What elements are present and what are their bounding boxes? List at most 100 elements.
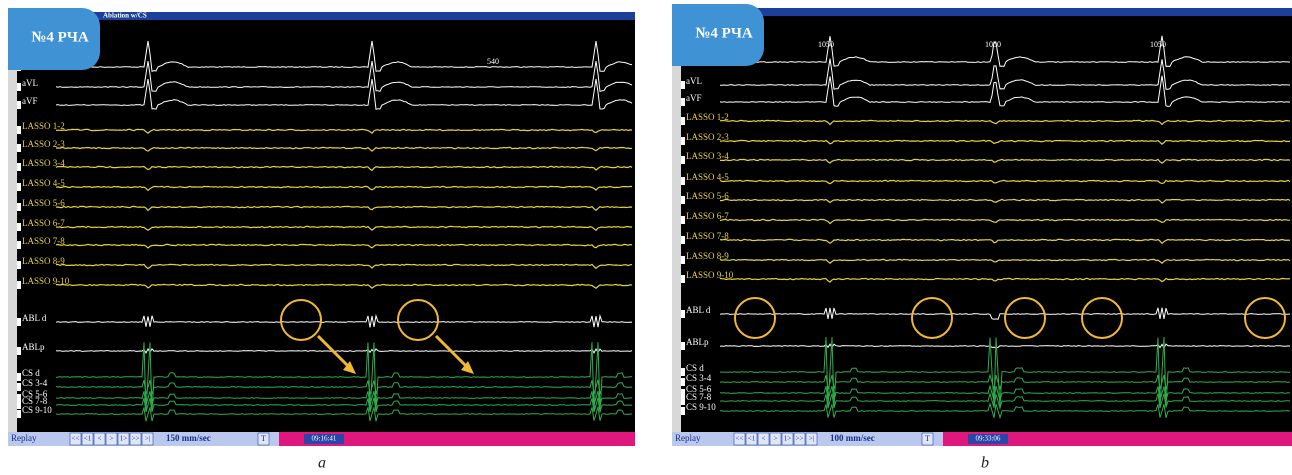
channel-label: LASSO 4-5 bbox=[686, 172, 729, 182]
cycle-length: 1050 bbox=[1150, 40, 1166, 49]
extra-button-label: T bbox=[925, 434, 930, 443]
nav-button-label: < bbox=[98, 435, 102, 443]
nav-button-label: <1 bbox=[84, 435, 92, 443]
figure: Ablation w/CSIIIaVLaVFLASSO 1-2LASSO 2-3… bbox=[0, 0, 1292, 475]
channel-handle bbox=[681, 98, 685, 106]
time: 09:16:41 bbox=[312, 435, 337, 443]
nav-button-label: >> bbox=[796, 435, 804, 443]
channel-label: LASSO 1-2 bbox=[22, 121, 65, 131]
channel-label: LASSO 3-4 bbox=[686, 151, 729, 161]
channel-label: CS d bbox=[686, 363, 704, 373]
channel-handle bbox=[681, 156, 685, 164]
channel-handle bbox=[681, 378, 685, 386]
channel-handle bbox=[681, 117, 685, 125]
channel-handle bbox=[17, 394, 21, 402]
channel-handle bbox=[17, 383, 21, 391]
channel-handle bbox=[681, 275, 685, 283]
channel-handle bbox=[17, 83, 21, 91]
channel-handle bbox=[17, 261, 21, 269]
speed: 150 mm/sec bbox=[166, 433, 211, 443]
mode-label: Replay bbox=[11, 433, 37, 443]
side-strip bbox=[672, 16, 681, 432]
channel-label: LASSO 4-5 bbox=[22, 178, 65, 188]
nav-button-label: 1> bbox=[120, 435, 128, 443]
channel-label: aVF bbox=[22, 96, 38, 106]
recording-panel: Ablation w/CSIIIaVLaVFLASSO 1-2LASSO 2-3… bbox=[8, 8, 635, 472]
channel-handle bbox=[17, 410, 21, 418]
speed: 100 mm/sec bbox=[830, 433, 875, 443]
mode-label: Replay bbox=[675, 433, 701, 443]
channel-label: CS d bbox=[22, 368, 40, 378]
channel-handle bbox=[681, 310, 685, 318]
channel-handle bbox=[17, 203, 21, 211]
nav-button-label: >> bbox=[132, 435, 140, 443]
caption: b bbox=[981, 455, 989, 472]
channel-label: CS 3-4 bbox=[22, 378, 48, 388]
channel-handle bbox=[681, 177, 685, 185]
trace-area bbox=[8, 20, 635, 432]
nav-button-label: << bbox=[736, 435, 744, 443]
channel-handle bbox=[681, 368, 685, 376]
channel-label: LASSO 5-6 bbox=[22, 198, 65, 208]
channel-label: LASSO 6-7 bbox=[686, 211, 729, 221]
channel-handle bbox=[681, 81, 685, 89]
channel-label: LASSO 3-4 bbox=[22, 158, 65, 168]
channel-label: LASSO 8-9 bbox=[686, 251, 729, 261]
nav-button-label: 1> bbox=[784, 435, 792, 443]
channel-label: ABLp bbox=[22, 342, 45, 352]
channel-label: aVL bbox=[686, 76, 702, 86]
channel-handle bbox=[681, 407, 685, 415]
channel-handle bbox=[681, 397, 685, 405]
channel-label: LASSO 2-3 bbox=[22, 139, 65, 149]
cycle-length: 540 bbox=[487, 57, 499, 66]
channel-label: aVL bbox=[22, 78, 38, 88]
channel-label: LASSO 5-6 bbox=[686, 191, 729, 201]
channel-handle bbox=[681, 216, 685, 224]
channel-label: aVF bbox=[686, 93, 702, 103]
channel-label: CS 9-10 bbox=[22, 405, 52, 415]
nav-button-label: << bbox=[72, 435, 80, 443]
channel-label: LASSO 1-2 bbox=[686, 112, 729, 122]
channel-label: CS 3-4 bbox=[686, 373, 712, 383]
channel-label: ABL d bbox=[22, 313, 47, 323]
channel-label: ABLp bbox=[686, 337, 709, 347]
title-bar bbox=[672, 8, 1292, 16]
channel-handle bbox=[17, 373, 21, 381]
nav-button-label: <1 bbox=[748, 435, 756, 443]
trace-area bbox=[672, 16, 1292, 432]
channel-label: CS 7-8 bbox=[686, 392, 712, 402]
nav-button-label: >| bbox=[145, 435, 150, 443]
channel-label: LASSO 7-8 bbox=[22, 236, 65, 246]
side-strip bbox=[8, 20, 17, 432]
channel-label: ABL d bbox=[686, 305, 711, 315]
time: 09:33:06 bbox=[976, 435, 1001, 443]
channel-label: LASSO 9-10 bbox=[686, 270, 734, 280]
channel-handle bbox=[17, 318, 21, 326]
nav-button-label: >| bbox=[809, 435, 814, 443]
channel-handle bbox=[681, 196, 685, 204]
channel-handle bbox=[17, 241, 21, 249]
caption: a bbox=[318, 455, 326, 472]
channel-label: LASSO 2-3 bbox=[686, 132, 729, 142]
channel-handle bbox=[681, 137, 685, 145]
channel-handle bbox=[681, 236, 685, 244]
badge-text: №4 РЧА bbox=[31, 29, 88, 45]
channel-handle bbox=[17, 144, 21, 152]
channel-handle bbox=[17, 101, 21, 109]
channel-handle bbox=[17, 281, 21, 289]
channel-handle bbox=[17, 347, 21, 355]
nav-button-label: < bbox=[762, 435, 766, 443]
channel-handle bbox=[17, 223, 21, 231]
channel-label: CS 9-10 bbox=[686, 402, 716, 412]
nav-button-label: > bbox=[774, 435, 778, 443]
channel-handle bbox=[17, 163, 21, 171]
channel-handle bbox=[17, 126, 21, 134]
channel-handle bbox=[17, 401, 21, 409]
channel-handle bbox=[17, 183, 21, 191]
extra-button-label: T bbox=[261, 434, 266, 443]
channel-label: LASSO 7-8 bbox=[686, 231, 729, 241]
channel-handle bbox=[681, 256, 685, 264]
badge-text: №4 РЧА bbox=[695, 25, 752, 41]
channel-handle bbox=[681, 342, 685, 350]
cycle-length: 1050 bbox=[985, 40, 1001, 49]
